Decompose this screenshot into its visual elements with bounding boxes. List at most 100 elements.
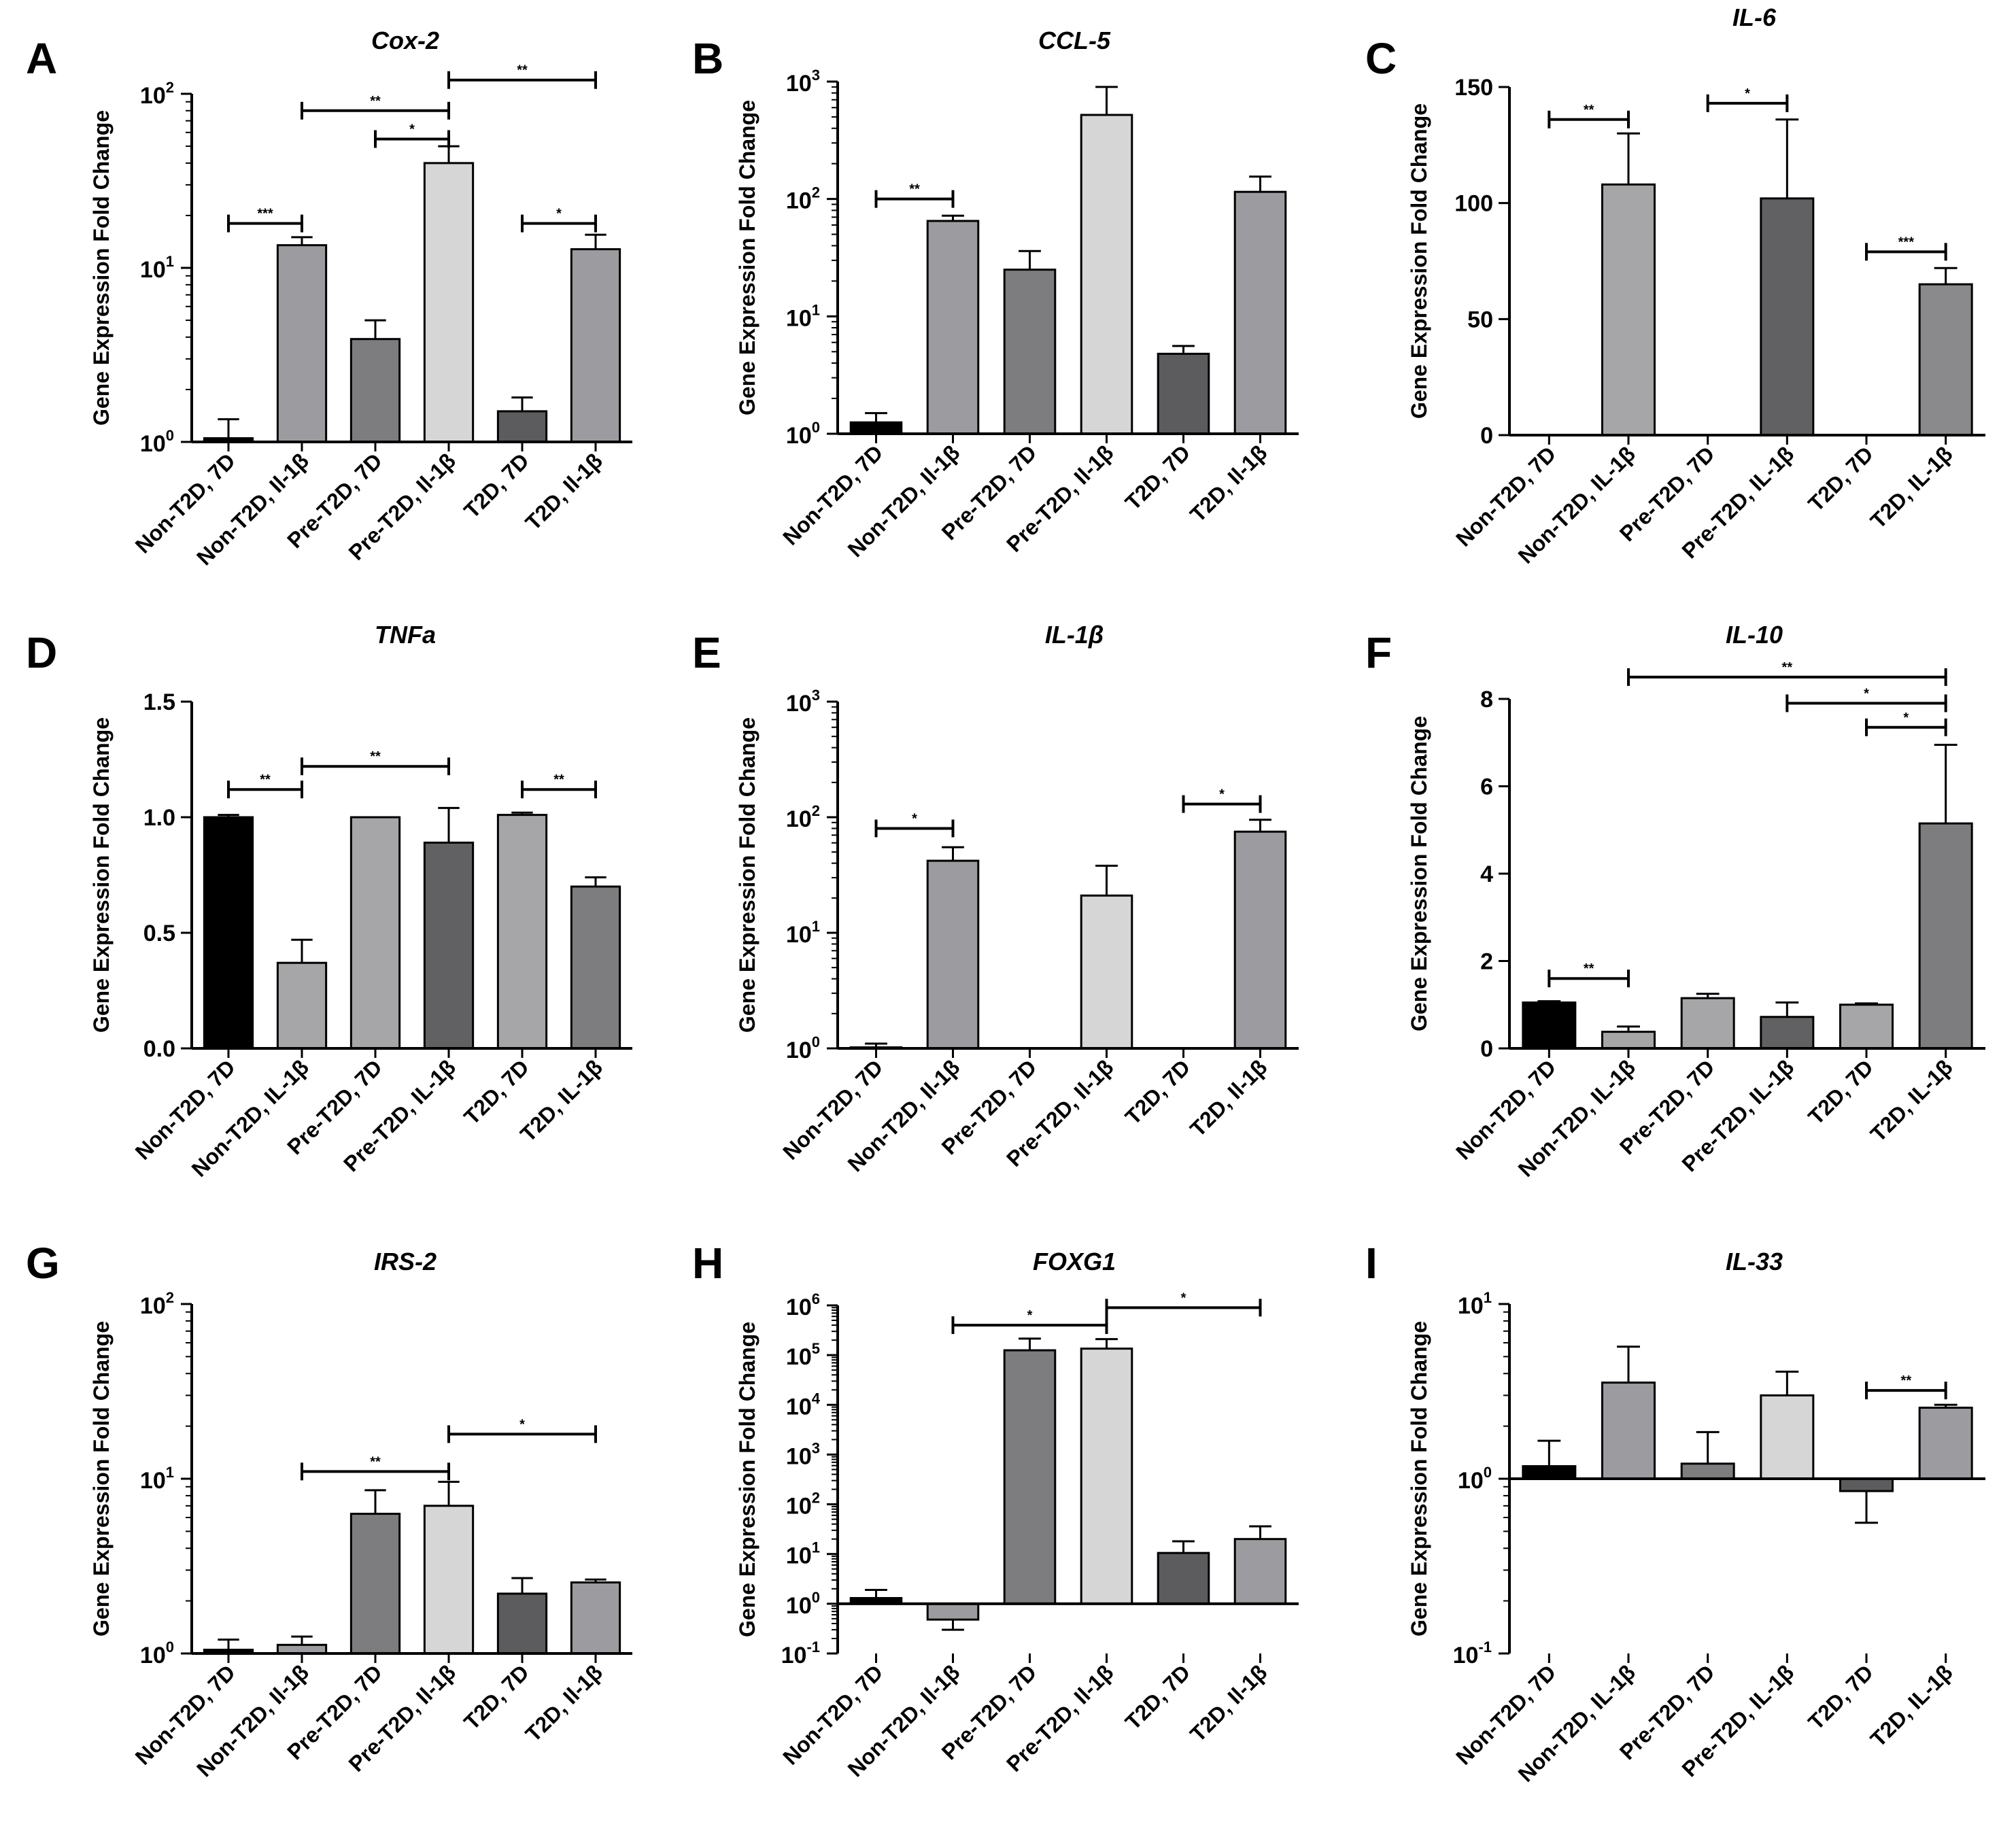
panel-d: D TNFa Gene Expression Fold Change 0.0 0.5 1.… xyxy=(26,621,632,1182)
y-tick-label: 2 xyxy=(1480,949,1493,975)
y-tick-label: 150 xyxy=(1454,75,1493,101)
panel-a: A Cox-2 Gene Expression Fold Change 100 101 1… xyxy=(26,27,632,570)
chart-title: FOXG1 xyxy=(1033,1248,1116,1275)
significance-label: * xyxy=(1903,710,1909,725)
bar xyxy=(423,1505,475,1655)
y-tick-label: 101 xyxy=(140,1464,174,1494)
bar xyxy=(496,814,548,1050)
bar xyxy=(203,816,254,1050)
bar xyxy=(1918,1407,1973,1480)
y-tick-label: 0 xyxy=(1480,423,1493,449)
bar xyxy=(1233,830,1287,1050)
bar xyxy=(1680,997,1735,1050)
bar xyxy=(1918,283,1973,436)
bar xyxy=(926,859,980,1050)
bar xyxy=(1522,1465,1577,1480)
y-axis-label: Gene Expression Fold Change xyxy=(89,1321,114,1636)
panel-letter: F xyxy=(1365,628,1392,677)
y-axis-label: Gene Expression Fold Change xyxy=(735,717,759,1033)
y-tick-label: 106 xyxy=(786,1290,820,1320)
y-tick-label: 102 xyxy=(786,1490,820,1520)
y-tick-label: 101 xyxy=(786,1539,820,1569)
y-tick-label: 1.5 xyxy=(143,689,175,715)
panel-letter: D xyxy=(26,628,57,677)
y-tick-label: 100 xyxy=(1454,191,1493,217)
panel-letter: E xyxy=(692,628,721,677)
bar xyxy=(1839,1004,1894,1050)
y-tick-label: 101 xyxy=(1458,1289,1492,1319)
x-tick-label: T2D, 7D xyxy=(1121,440,1195,515)
y-axis-label: Gene Expression Fold Change xyxy=(1407,716,1431,1031)
bar xyxy=(423,162,475,443)
y-axis-label: Gene Expression Fold Change xyxy=(1407,1321,1431,1636)
significance-label: ** xyxy=(370,749,381,764)
x-tick-label: T2D, 7D xyxy=(1803,1660,1878,1734)
bar xyxy=(570,1581,621,1655)
y-tick-label: 100 xyxy=(786,1589,820,1619)
significance-label: ** xyxy=(260,772,271,787)
y-tick-label: 103 xyxy=(786,687,820,717)
significance-label: ** xyxy=(1782,660,1793,675)
panel-letter: B xyxy=(692,34,723,83)
bar xyxy=(423,841,475,1050)
bar xyxy=(1080,114,1133,435)
y-tick-label: 6 xyxy=(1480,774,1493,800)
y-tick-label: 100 xyxy=(786,419,820,449)
panel-c: C IL-6 Gene Expression Fold Change 0 50 100 15… xyxy=(1365,3,1985,568)
y-tick-label: 100 xyxy=(1458,1464,1492,1494)
significance-label: ** xyxy=(370,94,381,109)
bar xyxy=(1680,1462,1735,1480)
chart-title: IL-1β xyxy=(1045,621,1104,649)
significance-label: ** xyxy=(909,182,920,197)
significance-label: * xyxy=(1864,686,1869,701)
bar xyxy=(1522,1001,1577,1050)
bar xyxy=(1760,197,1815,436)
bar xyxy=(1157,352,1210,435)
y-tick-label: 0.0 xyxy=(143,1036,175,1062)
y-tick-label: 103 xyxy=(786,1439,820,1469)
panel-letter: G xyxy=(26,1239,60,1288)
x-tick-label: T2D, 7D xyxy=(459,1660,534,1734)
x-tick-label: T2D, Il-1β xyxy=(521,1660,607,1746)
x-tick-label: T2D, IL-1β xyxy=(1866,441,1958,533)
y-axis-label: Gene Expression Fold Change xyxy=(1407,103,1431,419)
bar xyxy=(349,816,401,1050)
y-tick-label: 8 xyxy=(1480,687,1493,713)
panel-letter: A xyxy=(26,34,57,83)
chart-title: IL-6 xyxy=(1732,3,1777,31)
y-tick-label: 0 xyxy=(1480,1036,1493,1062)
bar xyxy=(496,1592,548,1655)
bar xyxy=(1080,1348,1133,1605)
significance-label: ** xyxy=(1901,1373,1912,1388)
x-tick-label: T2D, 7D xyxy=(459,448,534,523)
significance-label: *** xyxy=(257,207,273,222)
y-tick-label: 10-1 xyxy=(781,1639,820,1668)
bar xyxy=(349,338,401,443)
significance-label: ** xyxy=(370,1454,381,1469)
y-tick-label: 100 xyxy=(786,1033,820,1063)
bar xyxy=(926,1602,980,1621)
significance-label: * xyxy=(409,122,415,137)
panel-letter: H xyxy=(692,1239,723,1288)
significance-label: * xyxy=(1181,1290,1186,1305)
x-tick-label: T2D, IL-1β xyxy=(1866,1054,1958,1146)
y-axis-label: Gene Expression Fold Change xyxy=(735,1322,759,1637)
x-tick-label: T2D, 7D xyxy=(459,1054,534,1129)
chart-title: IL-10 xyxy=(1726,621,1783,649)
y-tick-label: 50 xyxy=(1467,307,1493,332)
chart-title: CCL-5 xyxy=(1038,27,1111,54)
panel-letter: C xyxy=(1365,34,1397,83)
x-tick-label: T2D, IL-1β xyxy=(1866,1660,1958,1751)
y-tick-label: 100 xyxy=(140,427,174,457)
x-tick-label: T2D, Il-1β xyxy=(1185,1054,1271,1141)
y-tick-label: 103 xyxy=(786,67,820,97)
y-tick-label: 102 xyxy=(786,184,820,214)
bar xyxy=(849,421,903,435)
significance-label: * xyxy=(1745,86,1750,101)
y-axis-label: Gene Expression Fold Change xyxy=(89,717,114,1033)
bar xyxy=(1760,1394,1815,1480)
y-tick-label: 4 xyxy=(1480,861,1493,887)
y-axis-label: Gene Expression Fold Change xyxy=(735,100,759,415)
bar xyxy=(1003,269,1057,435)
